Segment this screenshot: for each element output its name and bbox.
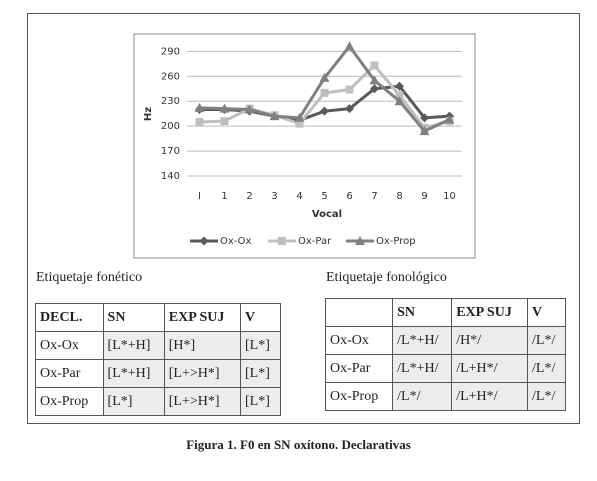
- table-cell: /L*/: [527, 354, 566, 383]
- figure-frame: [27, 13, 580, 424]
- marker: [345, 104, 354, 114]
- table-title: Etiquetaje fonológico: [326, 270, 447, 285]
- marker: [419, 126, 430, 136]
- marker: [444, 114, 455, 124]
- marker: [294, 112, 305, 122]
- marker: [295, 119, 304, 128]
- table-row: Ox-Ox [L*+H] [H*] [L*]: [35, 331, 281, 360]
- marker: [344, 41, 355, 51]
- table: SN EXP SUJ V Ox-Ox/L*+H//H*//L*/Ox-Par/L*+H…: [324, 298, 566, 411]
- header-cell: [324, 298, 394, 327]
- y-tick-label: 170: [161, 146, 180, 157]
- header-row: SN EXP SUJ V: [324, 298, 566, 327]
- table-cell: /L*+H/: [392, 326, 453, 355]
- caption: Figura 1. F0 en SN oxítono. Declarativas: [186, 437, 411, 452]
- marker: [194, 102, 205, 112]
- table-cell: [L*]: [240, 359, 281, 388]
- y-axis-label: Hz: [143, 107, 154, 121]
- chart-box: [133, 33, 476, 259]
- x-tick-label: I: [198, 191, 201, 202]
- legend-label: Ox-Ox: [220, 236, 252, 247]
- header-cell: DECL.: [35, 303, 104, 332]
- table-cell: [L+>H*]: [163, 359, 242, 388]
- table-cell: Ox-Ox: [35, 331, 104, 360]
- table-cell: [H*]: [163, 331, 242, 360]
- table-title: Etiquetaje fonético: [36, 270, 143, 285]
- table-cell: [L*+H]: [102, 331, 165, 360]
- marker: [345, 85, 354, 94]
- x-tick-label: 2: [246, 191, 252, 202]
- marker: [369, 75, 380, 85]
- x-tick-label: 9: [421, 191, 427, 202]
- table-cell: /L+H*/: [451, 354, 529, 383]
- table-cell: [L*+H]: [102, 359, 165, 388]
- table-cell: Ox-Prop: [35, 387, 104, 416]
- header-cell: SN: [392, 298, 453, 327]
- header-cell: V: [240, 303, 281, 332]
- marker: [195, 117, 204, 126]
- table-row: Ox-Prop/L*//L+H*//L*/: [324, 382, 566, 411]
- table-cell: /L*/: [392, 382, 453, 411]
- header-cell: SN: [102, 303, 165, 332]
- table-cell: Ox-Ox: [324, 326, 394, 355]
- table-cell: /L+H*/: [451, 382, 529, 411]
- marker: [220, 117, 229, 126]
- header-cell: V: [527, 298, 566, 327]
- marker: [320, 106, 329, 116]
- x-tick-label: 3: [271, 191, 277, 202]
- marker: [394, 96, 405, 106]
- marker: [219, 103, 230, 113]
- table-cell: /L*/: [527, 326, 566, 355]
- table-row: Ox-Par [L*+H] [L+>H*] [L*]: [35, 359, 281, 388]
- table-cell: [L*]: [240, 331, 281, 360]
- table-row: Ox-Ox/L*+H//H*//L*/: [324, 326, 566, 355]
- x-tick-label: 4: [296, 191, 302, 202]
- marker: [370, 84, 379, 94]
- table-row: Ox-Prop [L*] [L+>H*] [L*]: [35, 387, 281, 416]
- table-cell: Ox-Par: [35, 359, 104, 388]
- marker: [370, 61, 379, 70]
- table-cell: /H*/: [451, 326, 529, 355]
- header-row: DECL. SN EXP SUJ V: [35, 303, 281, 332]
- marker: [395, 91, 404, 100]
- marker: [244, 104, 255, 114]
- table-cell: Ox-Prop: [324, 382, 394, 411]
- x-tick-label: 6: [346, 191, 352, 202]
- header-cell: EXP SUJ: [451, 298, 529, 327]
- table-cell: /L*/: [527, 382, 566, 411]
- legend-marker: [199, 236, 209, 246]
- legend-marker: [278, 237, 286, 245]
- y-tick-label: 290: [161, 46, 180, 57]
- table-cell: Ox-Par: [324, 354, 394, 383]
- y-tick-label: 230: [161, 96, 180, 107]
- marker: [420, 113, 429, 123]
- x-tick-label: 10: [443, 191, 456, 202]
- table: DECL. SN EXP SUJ V Ox-Ox [L*+H] [H*] [L*] Ox-Par…: [35, 303, 281, 416]
- table-cell: [L+>H*]: [163, 387, 242, 416]
- y-tick-label: 260: [161, 71, 180, 82]
- marker: [320, 88, 329, 97]
- table-cell: [L*]: [102, 387, 165, 416]
- y-tick-label: 140: [161, 171, 180, 182]
- table-cell: [L*]: [240, 387, 281, 416]
- x-tick-label: 5: [321, 191, 327, 202]
- marker: [319, 72, 330, 82]
- x-tick-label: 7: [371, 191, 377, 202]
- header-cell: EXP SUJ: [163, 303, 242, 332]
- marker: [395, 81, 404, 91]
- x-axis-label: Vocal: [312, 209, 342, 220]
- table-row: Ox-Par/L*+H//L+H*//L*/: [324, 354, 566, 383]
- table-cell: /L*+H/: [392, 354, 453, 383]
- marker: [269, 111, 280, 121]
- x-tick-label: 1: [221, 191, 227, 202]
- legend-label: Ox-Prop: [376, 236, 416, 247]
- x-tick-label: 8: [396, 191, 402, 202]
- legend-marker: [355, 236, 365, 245]
- legend-label: Ox-Par: [298, 236, 332, 247]
- chart: Hz Vocal 140 170 200 230 260 290 I 1 2 3 4 5 6 7 8 9 10 O…: [133, 33, 476, 259]
- y-tick-label: 200: [161, 121, 180, 132]
